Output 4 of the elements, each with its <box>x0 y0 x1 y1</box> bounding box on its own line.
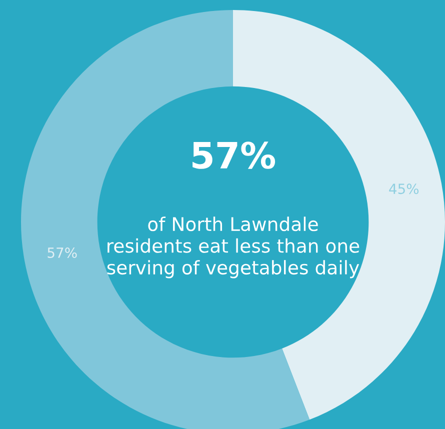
text: of North Lawndale residents eat less than one serving of vegetables daily <box>107 216 360 278</box>
data-label: 57% <box>48 247 77 258</box>
data-label: 45% <box>389 184 419 194</box>
text: 57% <box>192 142 276 169</box>
